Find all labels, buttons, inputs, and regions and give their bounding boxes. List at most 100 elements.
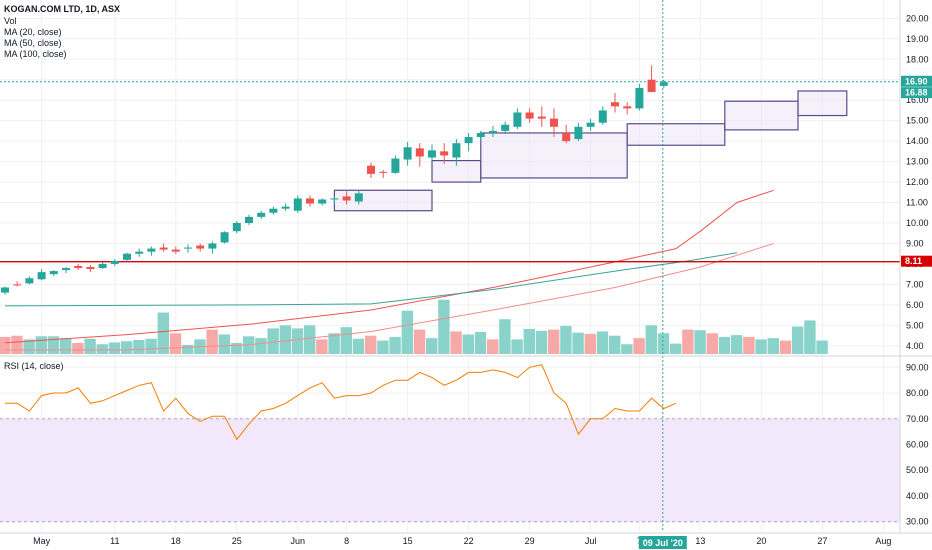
- rsi-tick-label: 40.00: [906, 491, 929, 501]
- volume-bar: [11, 335, 23, 354]
- volume-bar: [108, 342, 121, 354]
- date-tag-label: 09 Jul '20: [643, 538, 683, 548]
- volume-bar: [621, 344, 633, 354]
- volume-bar: [438, 299, 450, 354]
- volume-bar: [96, 344, 108, 354]
- volume-bar: [35, 336, 47, 354]
- rsi-line: [5, 364, 677, 441]
- volume-bar: [133, 339, 145, 354]
- candle-body: [354, 193, 363, 202]
- volume-bar: [548, 329, 560, 354]
- candle-body: [293, 198, 302, 211]
- candles: [1, 65, 668, 295]
- volume-bar: [645, 325, 657, 354]
- volume-bar: [731, 335, 743, 354]
- time-tick-label: 20: [756, 536, 766, 546]
- candle-body: [391, 158, 400, 173]
- price-tick-label: 4.00: [906, 341, 924, 351]
- volume-bar: [23, 339, 35, 354]
- candle-body: [98, 263, 107, 269]
- volume-bar: [0, 336, 11, 354]
- candle-body: [586, 122, 595, 127]
- candle-body: [74, 265, 83, 269]
- candle-body: [159, 247, 168, 250]
- candle-body: [171, 249, 180, 252]
- consolidation-rectangle: [797, 90, 848, 117]
- candle-body: [245, 216, 253, 224]
- volume-bar: [426, 338, 438, 354]
- legend-ma20[interactable]: MA (20, close): [4, 27, 62, 37]
- candle-body: [25, 278, 34, 284]
- rsi-band: [0, 418, 900, 523]
- candle-body: [110, 260, 119, 264]
- chart-title: KOGAN.COM LTD, 1D, ASX: [4, 4, 121, 14]
- volume-bar: [462, 334, 474, 354]
- volume-bar: [816, 340, 828, 354]
- legend-ma50[interactable]: MA (50, close): [4, 38, 62, 48]
- volume-bar: [377, 340, 389, 354]
- candle-body: [306, 198, 314, 204]
- volume-bar: [218, 334, 230, 354]
- volume-bar: [474, 332, 487, 354]
- volume-bar: [535, 330, 548, 354]
- volume-bar: [279, 325, 291, 354]
- candle-body: [428, 150, 436, 158]
- volume-bar: [267, 328, 279, 354]
- candle-body: [318, 199, 327, 204]
- volume-bar: [511, 339, 523, 354]
- candle-body: [147, 248, 156, 252]
- price-lines: [0, 81, 900, 263]
- price-tick-label: 15.00: [906, 116, 929, 126]
- price-tick-label: 12.00: [906, 177, 929, 187]
- volume-bar: [401, 310, 413, 354]
- volume-bar: [365, 335, 377, 354]
- volume-bar: [72, 343, 84, 354]
- moving-averages: [4, 189, 774, 351]
- price-tick-label: 7.00: [906, 279, 924, 289]
- ma100-line: [4, 252, 738, 307]
- candle-body: [501, 124, 510, 131]
- candle-body: [269, 208, 278, 213]
- volume-bar: [389, 336, 401, 354]
- volume-bar: [169, 333, 182, 354]
- candle-body: [623, 106, 632, 109]
- candle-body: [464, 137, 473, 144]
- volume-bar: [572, 332, 584, 354]
- rsi-tick-label: 70.00: [906, 414, 929, 424]
- consolidation-rectangles[interactable]: [333, 90, 848, 212]
- candle-body: [257, 212, 266, 217]
- rsi-title[interactable]: RSI (14, close): [4, 361, 64, 371]
- volume-bar: [60, 338, 72, 354]
- price-tag-label: 8.11: [905, 256, 922, 266]
- rsi-path: [5, 364, 677, 441]
- rsi-tick-label: 80.00: [906, 388, 929, 398]
- time-tick-label: May: [33, 536, 51, 546]
- ma50-line: [5, 243, 774, 351]
- volume-bar: [47, 336, 60, 354]
- candle-body: [525, 112, 534, 119]
- volume-bar: [413, 329, 426, 354]
- volume-bar: [657, 333, 670, 354]
- candle-body: [403, 147, 412, 160]
- price-tick-label: 9.00: [906, 238, 924, 248]
- candle-body: [562, 132, 571, 142]
- volume-bar: [352, 338, 365, 354]
- time-tick-label: 18: [171, 536, 181, 546]
- time-tick-label: 25: [232, 536, 242, 546]
- time-tick-label: Aug: [875, 536, 891, 546]
- ma20-line: [4, 189, 774, 344]
- candle-body: [513, 112, 522, 127]
- price-tag-label: 16.90: [905, 76, 928, 86]
- price-tick-label: 11.00: [906, 198, 928, 208]
- candle-body: [611, 102, 619, 107]
- legend-volume[interactable]: Vol: [4, 16, 17, 26]
- volume-bar: [804, 320, 816, 354]
- volume-bar: [767, 338, 779, 354]
- legend-ma100[interactable]: MA (100, close): [4, 49, 67, 59]
- candle-body: [379, 171, 388, 173]
- volume-bar: [340, 327, 352, 354]
- time-tick-label: 11: [110, 536, 119, 546]
- time-tick-label: 8: [344, 536, 349, 546]
